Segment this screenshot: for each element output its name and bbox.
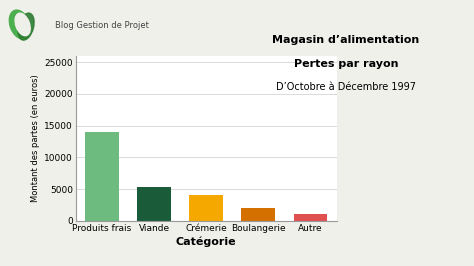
Text: Blog Gestion de Projet: Blog Gestion de Projet xyxy=(55,21,148,30)
Ellipse shape xyxy=(9,10,30,39)
Ellipse shape xyxy=(18,13,34,40)
Bar xyxy=(85,132,119,221)
X-axis label: Catégorie: Catégorie xyxy=(176,237,237,247)
Text: Pertes par rayon: Pertes par rayon xyxy=(294,59,398,69)
Bar xyxy=(241,208,275,221)
Y-axis label: Montant des partes (en euros): Montant des partes (en euros) xyxy=(31,74,40,202)
Text: Magasin d’alimentation: Magasin d’alimentation xyxy=(273,35,419,45)
Bar xyxy=(293,214,328,221)
Ellipse shape xyxy=(15,13,30,36)
Text: D’Octobre à Décembre 1997: D’Octobre à Décembre 1997 xyxy=(276,82,416,93)
Bar xyxy=(189,196,223,221)
Bar xyxy=(137,187,171,221)
